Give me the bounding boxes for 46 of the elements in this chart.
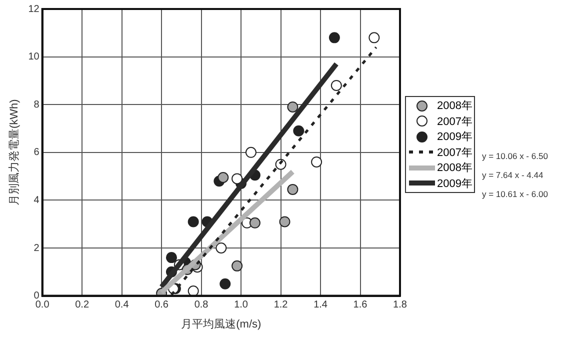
point — [245, 146, 256, 158]
y-tick-label: 12 — [28, 4, 40, 15]
legend-label: 2008年 — [437, 161, 472, 176]
x-tick-label: 0.8 — [194, 300, 209, 311]
point — [368, 32, 380, 44]
legend-label: 2009年 — [437, 176, 472, 191]
y-tick-label: 2 — [34, 242, 40, 254]
point — [232, 173, 243, 184]
x-tick-label: 0.6 — [154, 300, 169, 311]
text: y = 7.64 x - 4.44 — [482, 170, 544, 182]
point — [220, 278, 231, 290]
legend-label: 2007年 — [437, 146, 472, 160]
point — [218, 172, 229, 183]
point — [249, 217, 260, 228]
x-tick-label: 0.4 — [114, 300, 130, 311]
legend-label: 2009年 — [437, 130, 472, 144]
point — [328, 32, 340, 44]
point — [287, 184, 298, 195]
legend-label: 2007年 — [437, 114, 472, 129]
y-tick-label: 0 — [34, 290, 40, 302]
x-tick-label: 1.0 — [234, 300, 248, 311]
x-tick-label: 0.2 — [75, 300, 90, 311]
y-tick-label: 4 — [34, 194, 40, 206]
x-tick-label: 1.6 — [353, 300, 368, 311]
y-axis-title: 月別風力発電量(kWh) — [8, 99, 21, 206]
point — [216, 242, 227, 254]
point — [287, 101, 298, 112]
point — [232, 260, 243, 272]
x-tick-label: 1.4 — [314, 300, 328, 311]
legend-label: 2008年 — [437, 99, 472, 114]
y-tick-label: 10 — [28, 52, 40, 63]
point — [188, 286, 199, 296]
y-tick-label: 8 — [34, 99, 40, 110]
point — [188, 216, 199, 228]
point — [311, 156, 322, 168]
y-tick-label: 6 — [34, 147, 40, 158]
text: y = 10.61 x - 6.00 — [482, 189, 548, 201]
point — [330, 80, 342, 91]
x-tick-label: 0.0 — [35, 300, 50, 311]
x-axis-title: 月平均風速(m/s) — [181, 317, 262, 330]
point — [279, 216, 290, 228]
text: y = 10.06 x - 6.50 — [482, 151, 548, 163]
point — [293, 125, 304, 136]
x-tick-label: 1.8 — [393, 300, 408, 311]
x-tick-label: 1.2 — [274, 300, 288, 311]
point — [166, 252, 177, 264]
